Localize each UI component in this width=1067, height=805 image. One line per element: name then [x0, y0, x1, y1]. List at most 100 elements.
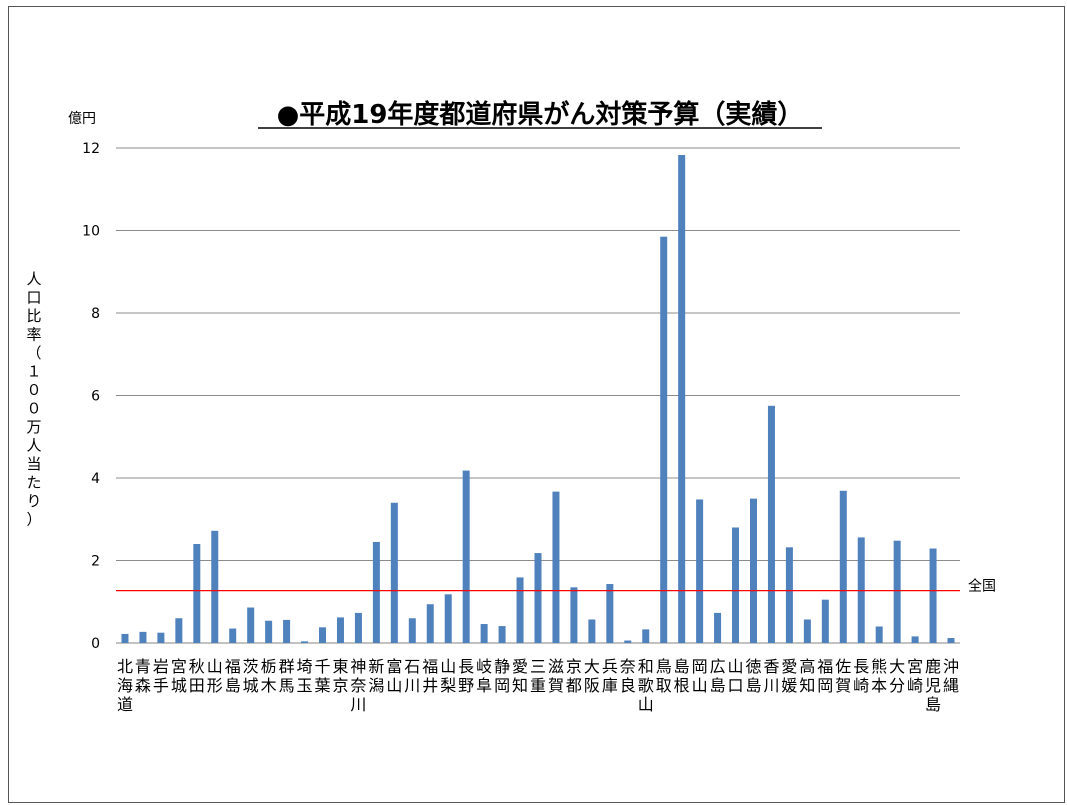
x-category-label: 長崎 — [853, 657, 869, 695]
x-category-label: 奈良 — [620, 657, 636, 695]
y-tick-label: 10 — [82, 224, 100, 240]
reference-line-group: 全国 — [116, 578, 996, 595]
x-category-label: 鹿児島 — [925, 657, 941, 714]
x-category-label: 岩手 — [153, 657, 169, 695]
x-category-label: 鳥取 — [656, 657, 672, 695]
bar — [390, 502, 398, 643]
bar — [534, 553, 542, 643]
x-category-label: 熊本 — [871, 657, 887, 695]
x-category-label: 山形 — [207, 657, 223, 695]
bar — [175, 618, 183, 643]
bar — [911, 636, 919, 643]
bar — [354, 612, 362, 643]
x-category-label: 三重 — [530, 657, 546, 695]
bar — [265, 620, 273, 643]
x-category-label: 群馬 — [279, 657, 295, 695]
bar — [803, 619, 811, 643]
x-category-label: 石川 — [404, 657, 420, 695]
y-tick-labels: 0 2 4 6 8 10 12 — [82, 141, 100, 652]
bar — [211, 530, 219, 643]
y-tick-label: 8 — [91, 306, 100, 322]
chart-frame — [8, 6, 1065, 803]
bar — [283, 619, 291, 643]
bar — [588, 619, 596, 643]
bar — [749, 498, 757, 643]
bar — [480, 624, 488, 643]
bar — [660, 236, 668, 643]
bar — [821, 599, 829, 643]
y-tick-label: 4 — [91, 471, 100, 487]
bar — [301, 641, 309, 643]
x-category-label: 埼玉 — [297, 657, 313, 695]
x-category-label: 宮崎 — [907, 657, 923, 695]
bar — [875, 626, 883, 643]
bar — [426, 604, 434, 643]
bar — [229, 628, 237, 643]
x-category-label: 沖縄 — [943, 657, 959, 695]
x-category-label: 愛知 — [512, 657, 528, 695]
y-axis-label: 人口比率（１００万人当たり） — [26, 270, 41, 529]
x-category-label: 新潟 — [368, 657, 384, 695]
x-category-label: 愛媛 — [781, 657, 797, 695]
x-category-label: 青森 — [135, 657, 151, 695]
bar — [121, 633, 129, 643]
bar — [408, 618, 416, 643]
x-category-label: 高知 — [799, 657, 815, 695]
chart-title: ●平成19年度都道府県がん対策予算（実績） — [277, 99, 804, 130]
unit-label: 億円 — [68, 111, 96, 127]
x-category-label: 大分 — [889, 657, 905, 695]
bar — [642, 629, 650, 643]
x-category-label: 秋田 — [189, 657, 205, 695]
bar — [732, 527, 740, 643]
bar — [552, 491, 560, 643]
x-category-label: 長野 — [458, 657, 474, 695]
y-axis-label-text: 人口比率（１００万人当たり） — [26, 270, 41, 529]
x-category-label: 京都 — [566, 657, 582, 695]
x-category-label: 茨城 — [243, 657, 259, 695]
bar — [372, 541, 380, 643]
y-tick-label: 0 — [91, 636, 100, 652]
x-category-label: 北海道 — [117, 657, 133, 714]
x-category-label: 福島 — [225, 657, 241, 695]
bar — [193, 544, 201, 643]
x-category-label: 島根 — [674, 657, 690, 695]
x-category-label: 栃木 — [261, 657, 277, 695]
x-category-label: 山口 — [728, 657, 744, 695]
x-category-label: 岐阜 — [476, 657, 492, 695]
bars — [121, 155, 955, 643]
x-category-label: 岡山 — [692, 657, 708, 695]
x-category-label: 香川 — [763, 657, 779, 695]
bar — [139, 631, 147, 643]
x-category-label: 宮城 — [171, 657, 187, 695]
x-category-label: 山梨 — [440, 657, 456, 695]
bar — [247, 607, 255, 643]
bar — [785, 547, 793, 643]
bar — [157, 632, 165, 643]
y-tick-label: 6 — [91, 389, 100, 405]
bar — [767, 405, 775, 643]
x-category-label: 千葉 — [315, 657, 331, 695]
y-tick-label: 12 — [82, 141, 100, 157]
bar — [516, 577, 524, 643]
bar — [624, 640, 632, 643]
bar — [319, 627, 327, 643]
x-category-label: 福井 — [422, 657, 438, 695]
bar — [678, 155, 686, 643]
x-category-label: 静岡 — [494, 657, 510, 695]
grid-lines — [116, 147, 960, 644]
x-category-label: 大阪 — [584, 657, 600, 695]
x-category-label: 徳島 — [745, 657, 761, 695]
x-category-label: 滋賀 — [548, 657, 564, 695]
bar — [336, 617, 344, 643]
bar — [570, 587, 578, 643]
x-category-label: 東京 — [332, 657, 348, 695]
x-category-label: 和歌山 — [638, 657, 654, 714]
bar — [929, 548, 937, 643]
bar — [714, 612, 722, 643]
bar — [947, 638, 955, 643]
x-category-label: 神奈川 — [350, 657, 366, 714]
x-category-label: 福岡 — [817, 657, 833, 695]
bar — [839, 490, 847, 643]
bar — [498, 626, 506, 643]
